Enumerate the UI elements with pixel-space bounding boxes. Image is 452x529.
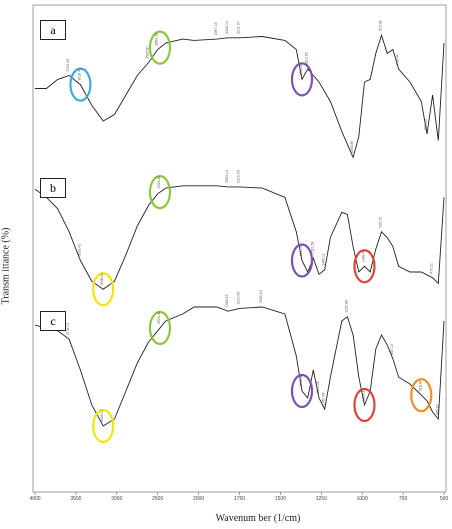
peak-label-c-6: 1642.43 (299, 374, 303, 387)
y-axis-label: Transm ittance (%) (0, 227, 12, 305)
peak-label-c-1: 3409.17 (100, 409, 104, 422)
peak-highlight-circle-b-0 (92, 272, 115, 307)
x-tick-label-2: 3000 (111, 496, 122, 502)
x-tick-label-8: 1000 (357, 496, 368, 502)
panel-label-b: b (40, 178, 66, 198)
peak-label-a-11: 798.44 (396, 54, 400, 65)
peak-label-a-12: 539.44 (424, 119, 428, 130)
peak-label-b-6: 1521.58 (310, 241, 314, 254)
peak-label-c-12: 618.94 (418, 380, 422, 391)
x-tick-label-5: 1750 (234, 496, 245, 502)
peak-label-a-7: 1655.64 (299, 63, 303, 76)
x-tick-label-4: 2000 (193, 496, 204, 502)
peak-label-c-2: 2924.42 (157, 311, 161, 324)
peak-label-b-3: 2363.14 (225, 170, 229, 183)
peak-label-b-8: 1089.45 (362, 250, 366, 263)
peak-highlight-circle-a-0 (69, 67, 92, 102)
peak-highlight-circle-c-3 (353, 387, 376, 423)
peak-label-c-5: 2085.24 (259, 290, 263, 303)
peak-label-b-10: 476.21 (430, 263, 434, 274)
x-tick-label-6: 1500 (275, 496, 286, 502)
peak-label-c-0: 3744.74 (66, 322, 70, 335)
x-tick-label-1: 3500 (70, 496, 81, 502)
peak-label-a-0: 3704.05 (66, 59, 70, 72)
spectrum-line-c (34, 306, 445, 427)
peak-label-a-2: 2925.87 (146, 46, 150, 59)
peak-label-a-6: 2211.37 (237, 21, 241, 33)
peak-label-b-4: 2316.53 (237, 170, 241, 183)
panel-label-c: c (40, 311, 66, 331)
peak-label-a-3: 2853.28 (155, 33, 159, 46)
peak-label-c-11: 847.13 (390, 344, 394, 355)
peak-label-c-9: 1232.89 (344, 300, 348, 313)
peak-label-c-13: 449.23 (435, 404, 439, 415)
x-tick-label-10: 500 (440, 496, 449, 502)
peak-label-b-1: 3436.21 (100, 273, 104, 286)
x-tick-label-9: 750 (399, 496, 408, 502)
spectrum-line-b (34, 185, 445, 290)
x-tick-label-0: 4000 (29, 496, 40, 502)
peak-label-b-2: 2924.42 (157, 175, 161, 188)
spectrum-line-a (35, 33, 445, 159)
peak-label-c-4: 2316.53 (237, 292, 241, 305)
peak-highlight-circle-c-0 (92, 408, 115, 444)
peak-label-a-4: 2367.15 (214, 22, 218, 35)
peak-label-a-10: 912.08 (379, 20, 383, 31)
peak-label-b-9: 925.16 (379, 217, 383, 228)
peak-label-c-10: 1080.19 (362, 388, 366, 401)
x-axis-label: Wavenum ber (1/cm) (215, 513, 301, 524)
peak-highlight-circle-b-3 (353, 249, 376, 284)
peak-highlight-circle-a-1 (148, 30, 172, 65)
peak-label-a-1: 3618.41 (77, 68, 81, 81)
peak-label-b-5: 1641.51 (299, 244, 303, 257)
peak-label-c-8: 1457.58 (322, 392, 326, 405)
peak-label-a-8: 1612.89 (305, 52, 309, 65)
peak-label-a-5: 2342.14 (225, 21, 229, 34)
peak-label-c-3: 2369.43 (225, 294, 229, 307)
peak-label-a-9: 1084.89 (350, 141, 354, 154)
peak-highlight-circle-c-1 (148, 310, 172, 346)
peak-label-b-7: 1460.11 (322, 253, 326, 265)
peak-label-c-7: 1513.35 (316, 381, 320, 394)
peak-highlight-circle-b-1 (148, 175, 172, 210)
x-tick-label-3: 2500 (152, 496, 163, 502)
peak-highlight-circle-b-2 (290, 243, 314, 278)
peak-highlight-circle-c-2 (290, 373, 314, 409)
peak-highlight-circle-a-2 (290, 62, 314, 97)
panel-label-a: a (40, 20, 66, 40)
peak-highlight-circle-c-4 (410, 378, 433, 413)
x-tick-label-7: 1250 (316, 496, 327, 502)
peak-label-b-0: 3618.41 (77, 244, 81, 257)
